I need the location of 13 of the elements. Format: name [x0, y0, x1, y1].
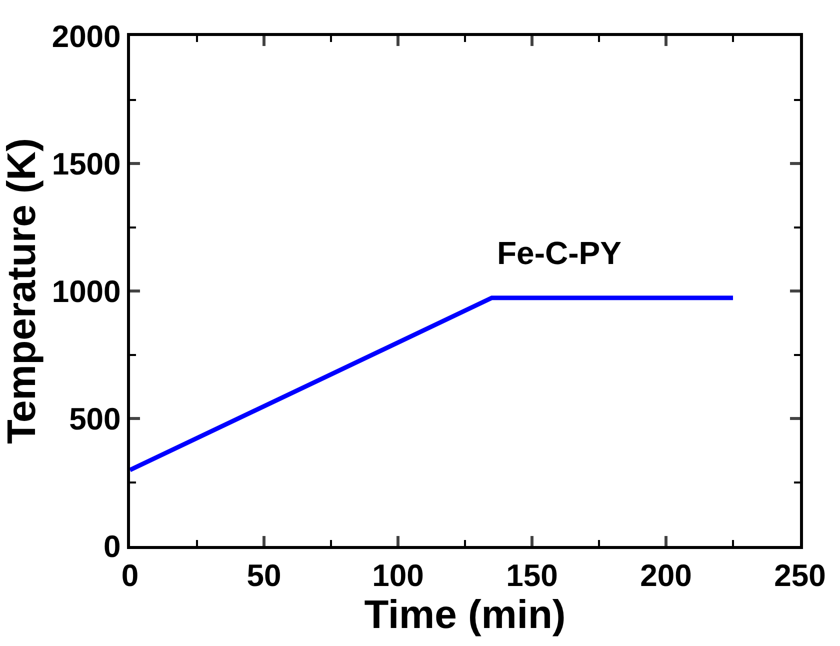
- x-tick-label: 100: [372, 558, 424, 594]
- x-tick-label: 50: [246, 558, 282, 594]
- x-axis-title: Time (min): [364, 593, 566, 638]
- x-tick-label: 200: [640, 558, 692, 594]
- x-tick-label: 250: [774, 558, 826, 594]
- y-tick-label: 1000: [52, 274, 121, 309]
- x-tick-label: 150: [506, 558, 558, 594]
- series-label: Fe-C-PY: [497, 235, 622, 271]
- y-axis-title: Temperature (K): [0, 138, 44, 444]
- y-tick-label: 2000: [52, 18, 121, 54]
- y-tick-label: 1500: [52, 146, 121, 182]
- y-tick-label: 500: [69, 401, 121, 436]
- y-tick-label: 0: [104, 528, 121, 564]
